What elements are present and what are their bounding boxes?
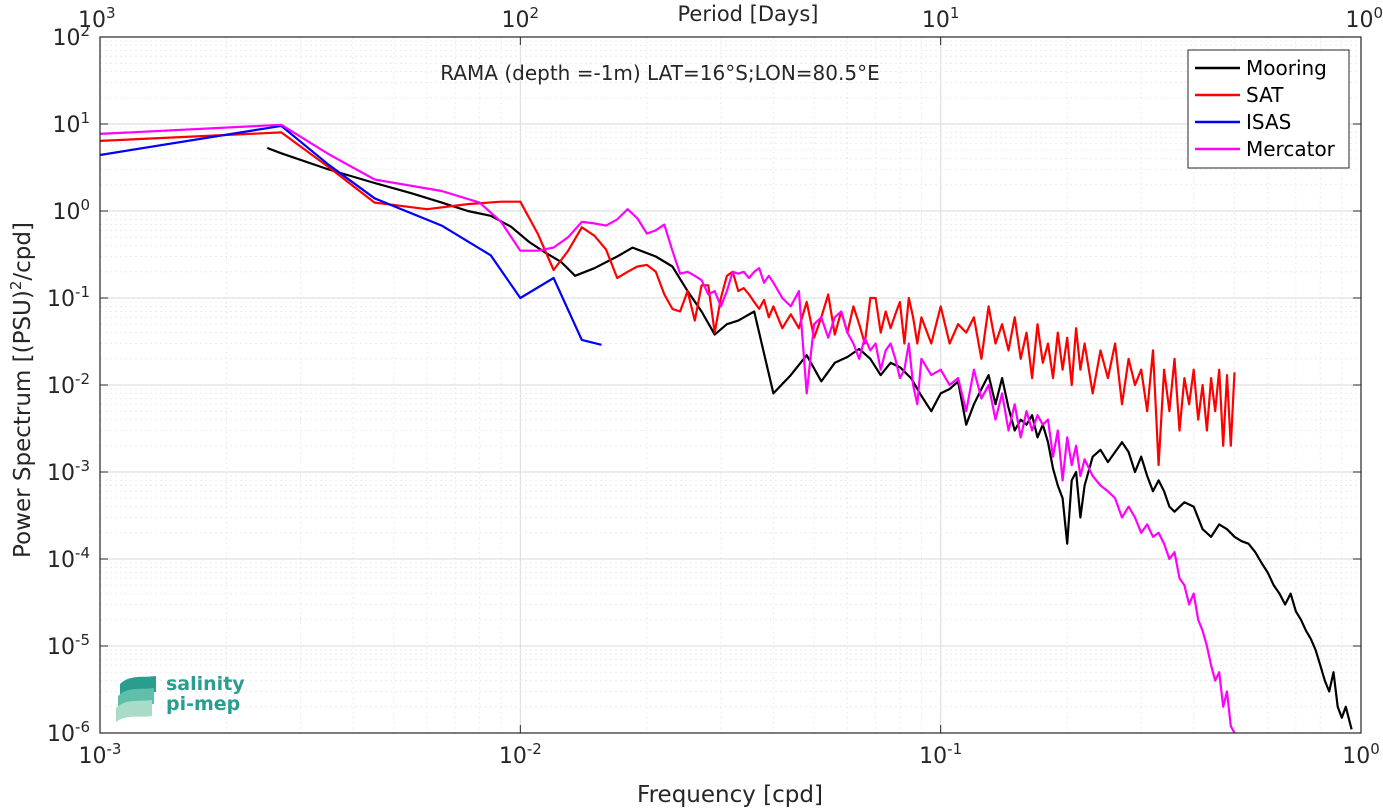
y-axis-label-sup: 2	[7, 281, 25, 291]
salinity-pi-mep-logo: salinity pi-mep	[116, 672, 256, 722]
y-tick-label: 10-4	[47, 544, 90, 573]
top-tick-label: 103	[78, 4, 116, 33]
y-tick-label: 10-6	[47, 718, 90, 747]
top-axis-ticks: 103 102 101 100	[78, 4, 1383, 45]
y-axis-label: Power Spectrum [(PSU)2/cpd]	[7, 222, 36, 558]
series-line-sat	[99, 131, 1236, 467]
y-axis-ticks: 10-6 10-5 10-4 10-3 10-2 10-1 100 101 102	[47, 22, 1361, 747]
legend-label-sat: SAT	[1246, 83, 1284, 107]
x-tick-label: 100	[1342, 740, 1380, 769]
series-line-mooring	[266, 146, 1353, 730]
x-tick-label: 10-1	[919, 740, 962, 769]
series-line-isas	[99, 124, 602, 346]
y-axis-label-main: Power Spectrum [(PSU)	[10, 290, 36, 558]
series-line-mercator	[99, 123, 1236, 734]
logo-line-1: salinity	[166, 673, 245, 695]
y-tick-label: 100	[52, 196, 90, 225]
y-tick-label: 102	[52, 22, 90, 51]
y-axis-label-end: /cpd]	[10, 222, 36, 281]
legend: Mooring SAT ISAS Mercator	[1187, 49, 1350, 169]
chart-title: RAMA (depth =-1m) LAT=16°S;LON=80.5°E	[440, 61, 879, 85]
x-tick-label: 10-3	[79, 740, 122, 769]
top-tick-label: 101	[922, 4, 960, 33]
y-tick-label: 10-2	[47, 370, 90, 399]
y-tick-label: 10-1	[47, 283, 90, 312]
x-axis-label: Frequency [cpd]	[637, 782, 823, 808]
y-tick-label: 10-3	[47, 457, 90, 486]
y-tick-label: 10-5	[47, 631, 90, 660]
x-tick-label: 10-2	[499, 740, 542, 769]
top-axis-label: Period [Days]	[678, 2, 819, 26]
legend-label-mooring: Mooring	[1246, 56, 1327, 80]
y-tick-label: 101	[52, 109, 90, 138]
legend-label-mercator: Mercator	[1246, 137, 1336, 161]
top-tick-label: 100	[1345, 4, 1383, 33]
logo-line-2: pi-mep	[166, 693, 241, 715]
legend-label-isas: ISAS	[1246, 110, 1291, 134]
series-layer	[99, 123, 1353, 734]
logo-wave-icon	[116, 676, 156, 722]
top-tick-label: 102	[502, 4, 540, 33]
x-axis-ticks: 10-3 10-2 10-1 100	[79, 725, 1380, 769]
